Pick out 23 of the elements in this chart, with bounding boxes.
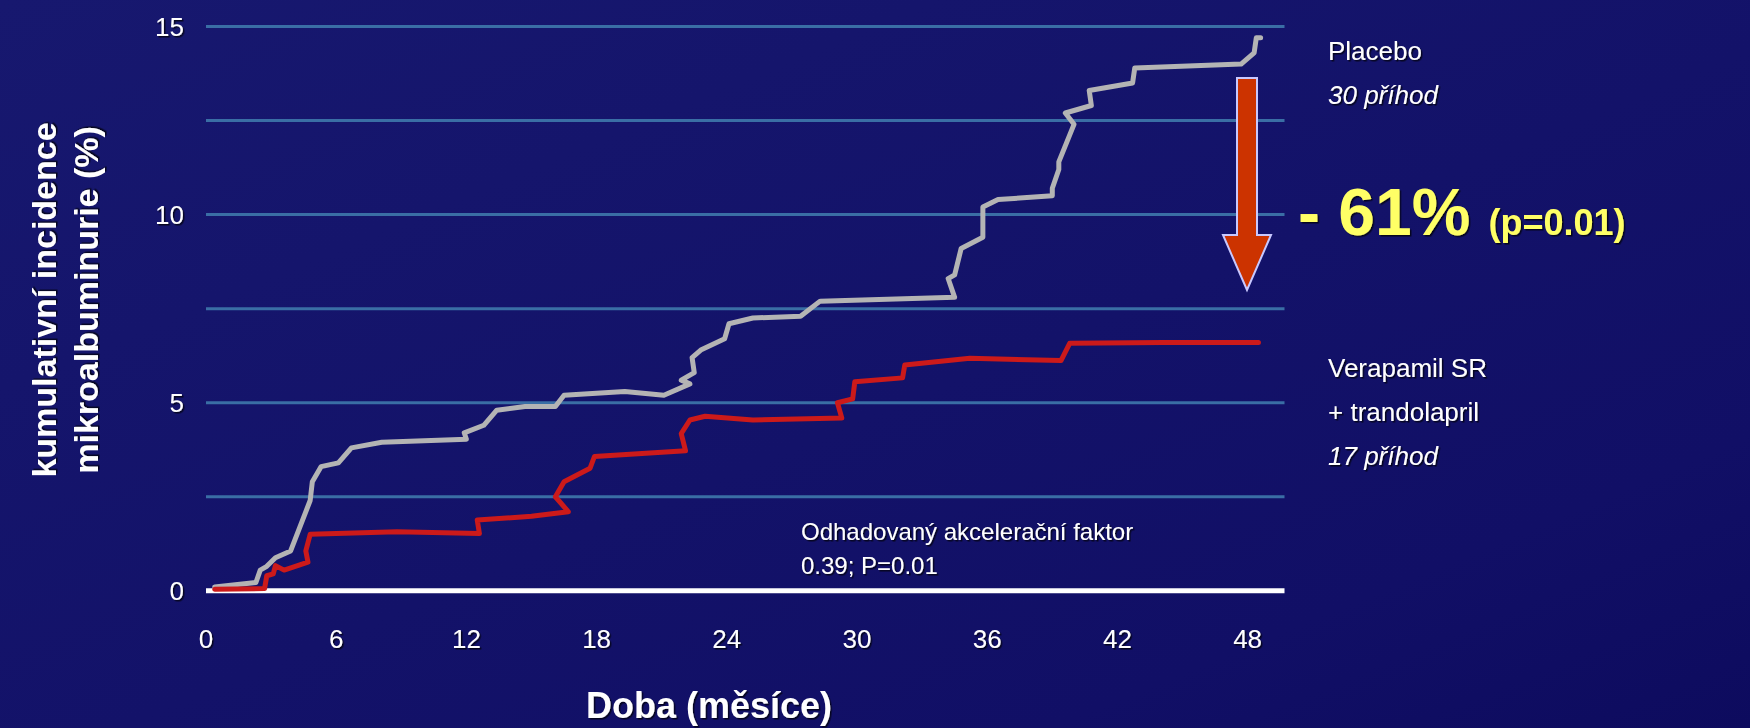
text: - 61% — [1298, 175, 1471, 249]
text: Verapamil SR + trandolapril — [1328, 353, 1487, 427]
x-tick-label: 24 — [712, 624, 742, 654]
text: 30 příhod — [1328, 80, 1440, 110]
y-tick-label: 10 — [155, 199, 184, 230]
x-tick-label: 30 — [842, 624, 872, 654]
x-tick-label: 42 — [1102, 624, 1132, 654]
annotation: Odhadovaný akcelerační faktor — [801, 518, 1134, 545]
x-tick-label: 6 — [328, 624, 344, 654]
y-axis-title: kumulativní incidence mikroalbuminurie (%) — [25, 122, 105, 478]
y-tick-label: 5 — [169, 387, 184, 418]
x-tick-label: 0 — [198, 624, 214, 654]
text: Placebo — [1328, 36, 1422, 66]
text: 17 příhod — [1328, 441, 1440, 471]
x-axis-title: Doba (měsíce) — [585, 685, 833, 726]
x-tick-label: 18 — [582, 624, 612, 654]
x-tick-label: 12 — [451, 624, 481, 654]
annotation: 0.39; P=0.01 — [801, 552, 938, 579]
x-tick-label: 36 — [972, 624, 1002, 654]
y-tick-label: 0 — [169, 575, 184, 606]
x-tick-label: 48 — [1233, 624, 1263, 654]
y-tick-label: 15 — [155, 11, 184, 42]
text: (p=0.01) — [1488, 202, 1626, 243]
